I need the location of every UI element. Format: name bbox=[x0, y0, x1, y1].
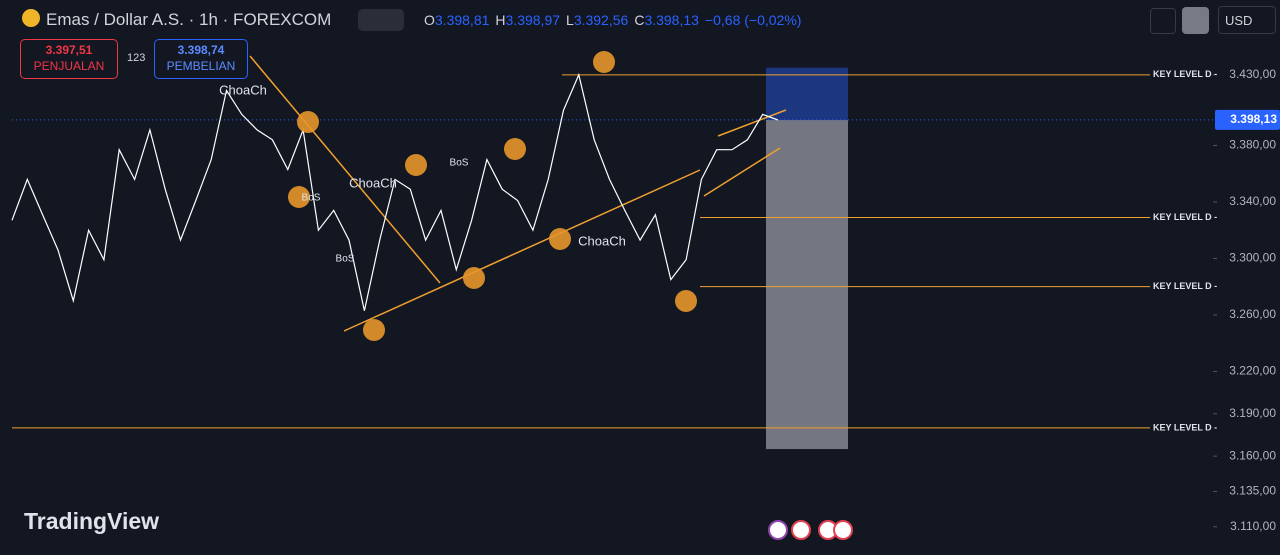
ohlc-item: O bbox=[424, 12, 435, 28]
buy-button[interactable]: 3.398,74 PEMBELIAN bbox=[154, 39, 248, 79]
trend-line bbox=[717, 109, 787, 137]
marker-circle bbox=[463, 267, 485, 289]
price-line bbox=[11, 72, 779, 311]
ohlc-item: 3.398,97 bbox=[505, 12, 561, 28]
sell-button[interactable]: 3.397,51 PENJUALAN bbox=[20, 39, 118, 79]
marker-circle bbox=[363, 319, 385, 341]
ohlc: O3.398,81 H3.398,97 L3.392,56 C3.398,13 −0,6… bbox=[424, 12, 801, 28]
price-axis bbox=[1213, 0, 1280, 555]
y-tick-label: 3.220,00 bbox=[1229, 364, 1276, 378]
ohlc-item: H bbox=[495, 12, 506, 28]
annotation: BoS bbox=[450, 158, 469, 169]
annotation: BoS bbox=[336, 254, 355, 265]
symbol-title: Emas / Dollar A.S. · 1h · FOREXCOM bbox=[46, 10, 332, 29]
annotation: ChoaCh bbox=[219, 82, 267, 97]
last-price-label: 3.398,13 bbox=[1230, 112, 1277, 126]
brand-logo: TradingView bbox=[24, 508, 160, 534]
event-icon bbox=[791, 520, 811, 540]
ohlc-item: 3.398,13 bbox=[644, 12, 699, 28]
marker-circle bbox=[593, 51, 615, 73]
buy-price: 3.398,74 bbox=[177, 43, 225, 57]
y-tick-label: 3.340,00 bbox=[1229, 194, 1276, 208]
marker-circle bbox=[297, 111, 319, 133]
key-level-label: KEY LEVEL D - bbox=[1153, 281, 1217, 291]
annotation: ChoaCh bbox=[349, 175, 397, 190]
annotation: BoS bbox=[302, 193, 321, 204]
key-level-label: KEY LEVEL D - bbox=[1153, 212, 1217, 222]
ohlc-item: L bbox=[566, 12, 574, 28]
last-price-tag bbox=[1215, 109, 1280, 130]
indicator-toggle[interactable] bbox=[358, 9, 404, 31]
y-tick-label: 3.160,00 bbox=[1229, 448, 1276, 462]
y-tick-label: 3.190,00 bbox=[1229, 406, 1276, 420]
buy-label: PEMBELIAN bbox=[166, 59, 236, 73]
download-button[interactable] bbox=[1150, 8, 1176, 34]
marker-circle bbox=[675, 290, 697, 312]
event-icon bbox=[768, 520, 788, 540]
trend-line bbox=[703, 147, 781, 197]
y-tick-label: 3.300,00 bbox=[1229, 251, 1276, 265]
layout-button[interactable] bbox=[1182, 7, 1209, 34]
symbol-icon bbox=[22, 9, 40, 29]
key-level-label: KEY LEVEL D - bbox=[1153, 69, 1217, 79]
position-target bbox=[766, 67, 848, 121]
marker-circle bbox=[405, 154, 427, 176]
annotation: ChoaCh bbox=[578, 233, 626, 248]
ohlc-item: 3.392,56 bbox=[573, 12, 629, 28]
y-tick-label: 3.260,00 bbox=[1229, 307, 1276, 321]
y-tick-label: 3.380,00 bbox=[1229, 138, 1276, 152]
trend-line bbox=[343, 169, 701, 332]
y-tick-label: 3.430,00 bbox=[1229, 67, 1276, 81]
ohlc-item: C bbox=[634, 12, 645, 28]
y-tick-label: 3.110,00 bbox=[1230, 519, 1276, 533]
sell-price: 3.397,51 bbox=[45, 43, 93, 57]
position-stop bbox=[766, 120, 848, 450]
marker-circle bbox=[288, 186, 310, 208]
event-icon bbox=[833, 520, 853, 540]
sell-label: PENJUALAN bbox=[33, 59, 105, 73]
ohlc-item: −0,68 (−0,02%) bbox=[704, 12, 802, 28]
trend-line bbox=[249, 55, 441, 284]
quantity[interactable]: 123 bbox=[127, 52, 146, 64]
key-level-label: KEY LEVEL D - bbox=[1153, 422, 1217, 432]
currency-select[interactable]: USD bbox=[1218, 6, 1276, 34]
y-tick-label: 3.135,00 bbox=[1229, 484, 1276, 498]
marker-circle bbox=[549, 228, 571, 250]
ohlc-item: 3.398,81 bbox=[434, 12, 490, 28]
marker-circle bbox=[504, 138, 526, 160]
